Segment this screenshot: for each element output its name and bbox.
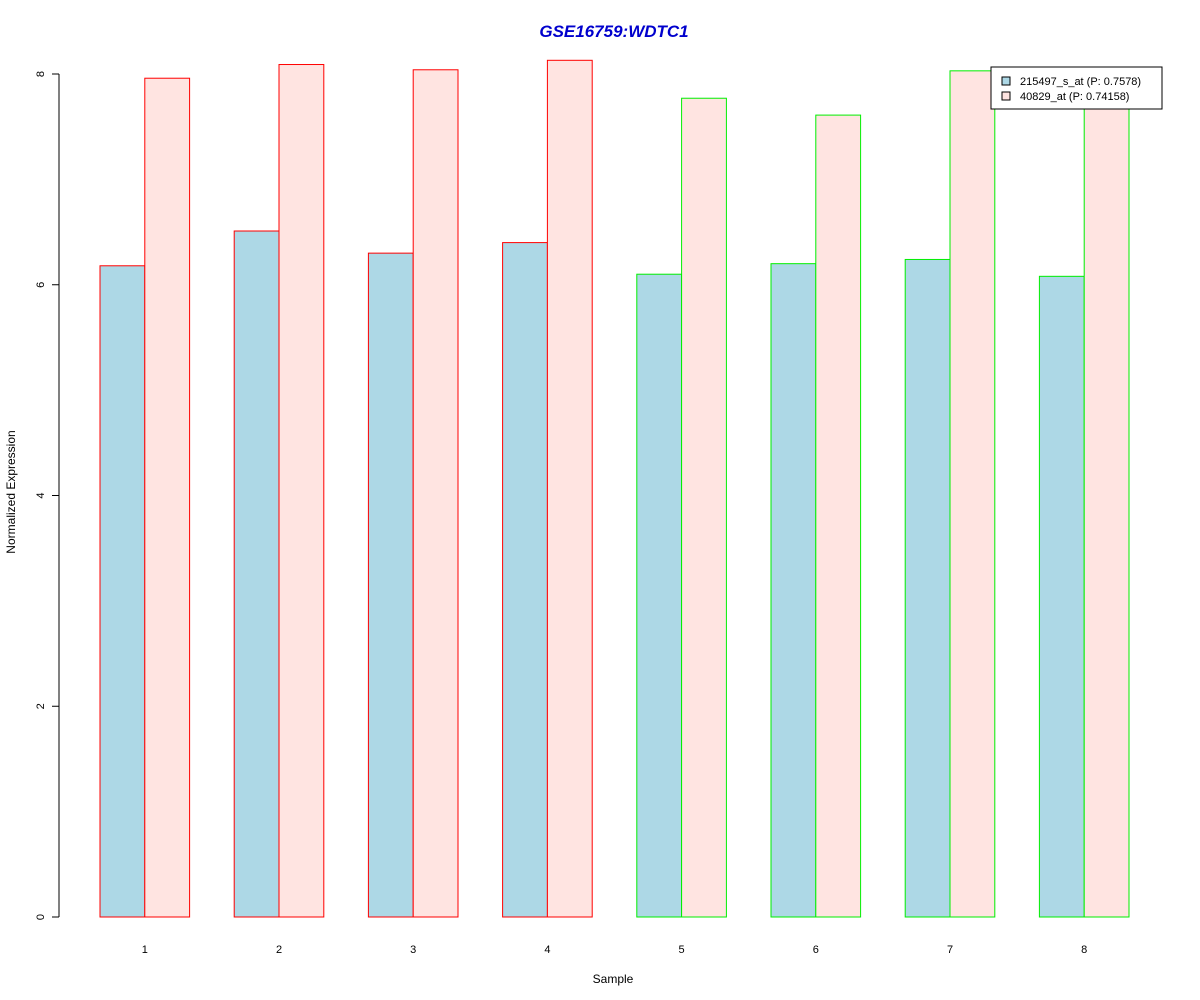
bar-sample-2-series-1: [233, 230, 280, 918]
y-axis: 0 2 4 6 8: [35, 71, 60, 920]
x-tick-label: 8: [1081, 944, 1087, 956]
x-tick-label: 5: [679, 944, 685, 956]
x-tick-label: 7: [947, 944, 953, 956]
bar-sample-7-series-1: [904, 258, 951, 918]
bar-sample-7-series-2: [949, 70, 996, 918]
bar-sample-8-series-1: [1038, 275, 1085, 918]
bar-sample-2-series-2: [278, 64, 325, 918]
bar-sample-1-series-2: [144, 77, 191, 918]
bar-sample-8-series-2: [1083, 105, 1130, 918]
legend-box: [990, 66, 1163, 110]
bar-sample-1-series-1: [99, 265, 146, 918]
bars-layer: [99, 59, 1130, 918]
x-tick-label: 2: [276, 944, 282, 956]
y-tick-label: 8: [35, 71, 47, 77]
bar-sample-5-series-1: [636, 273, 683, 918]
y-axis-label: Normalized Expression: [4, 430, 18, 553]
bar-sample-3-series-1: [367, 252, 414, 918]
bar-sample-6-series-2: [815, 114, 862, 918]
y-tick-label: 4: [35, 492, 47, 498]
y-tick-label: 6: [35, 282, 47, 288]
y-tick-label: 2: [35, 703, 47, 709]
bar-sample-6-series-1: [770, 263, 817, 918]
x-tick-label: 3: [410, 944, 416, 956]
y-tick-label: 0: [35, 914, 47, 920]
x-tick-labels: 1 2 3 4 5 6 7 8: [142, 944, 1088, 956]
chart-title: GSE16759:WDTC1: [539, 22, 688, 41]
legend-swatch: [1001, 91, 1011, 101]
legend: 215497_s_at (P: 0.7578) 40829_at (P: 0.74…: [990, 66, 1163, 110]
x-tick-label: 4: [544, 944, 550, 956]
legend-label: 40829_at (P: 0.74158): [1020, 91, 1129, 103]
legend-swatch: [1001, 76, 1011, 86]
bar-sample-5-series-2: [681, 97, 727, 918]
x-tick-label: 6: [813, 944, 819, 956]
bar-sample-4-series-2: [546, 59, 593, 918]
bar-sample-4-series-1: [502, 242, 548, 918]
bar-sample-3-series-2: [412, 69, 459, 918]
legend-label: 215497_s_at (P: 0.7578): [1020, 76, 1141, 88]
x-tick-label: 1: [142, 944, 148, 956]
x-axis-label: Sample: [593, 972, 634, 986]
